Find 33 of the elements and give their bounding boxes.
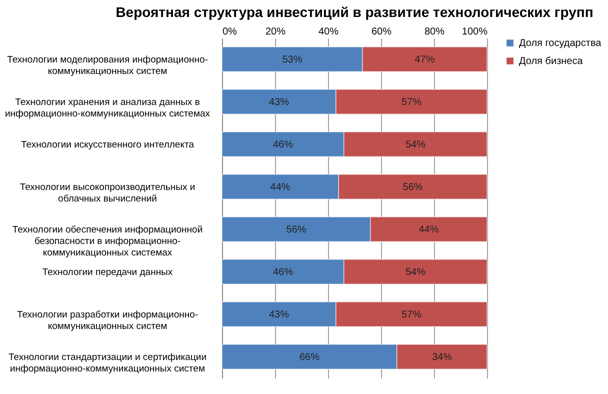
x-tick-label: 100%: [462, 26, 488, 38]
x-tick-label: 80%: [424, 26, 445, 38]
x-tick-label: 60%: [371, 26, 392, 38]
data-label: 57%: [401, 96, 422, 108]
data-label: 53%: [282, 54, 302, 66]
legend-label: Доля бизнеса: [519, 56, 584, 67]
data-label: 66%: [299, 352, 320, 363]
x-tick-label: 40%: [318, 26, 339, 38]
y-tick-label: Технологии разработки информационно-коммуникационных систем: [16, 309, 198, 332]
y-tick-label: Технологии обеспечения информационной безопасности в информационно-коммуникационных системах: [12, 224, 203, 258]
data-label: 56%: [402, 182, 423, 193]
data-label: 47%: [414, 54, 435, 66]
data-label: 34%: [432, 352, 452, 363]
x-tick-label: 20%: [265, 26, 286, 38]
data-label: 43%: [268, 309, 290, 320]
y-tick-label: Технологии хранения и анализа данных в информационно-коммуникационных системах: [4, 96, 210, 120]
y-tick-label: Технологии искусственного интеллекта: [21, 139, 195, 150]
data-label: 54%: [405, 266, 426, 278]
data-label: 54%: [405, 139, 426, 150]
data-label: 57%: [401, 309, 422, 320]
y-tick-label: Технологии моделирования информационно-коммуникационных систем: [7, 54, 208, 77]
data-label: 46%: [272, 139, 294, 150]
chart-title: Вероятная структура инвестиций в развитие технологических групп: [116, 4, 594, 20]
y-tick-label: Технологии стандартизации и сертификации информационно-коммуникационных систем: [8, 352, 207, 374]
x-tick-label: 0%: [222, 26, 238, 38]
data-label: 56%: [286, 224, 306, 236]
data-label: 46%: [272, 266, 294, 278]
y-tick-label: Технологии передачи данных: [42, 266, 173, 278]
legend-label: Доля государства: [519, 38, 602, 49]
data-label: 44%: [270, 182, 290, 193]
y-tick-label: Технологии высокопроизводительных и облачных вычислений: [20, 182, 196, 204]
data-label: 43%: [268, 96, 290, 108]
data-label: 44%: [418, 224, 439, 236]
